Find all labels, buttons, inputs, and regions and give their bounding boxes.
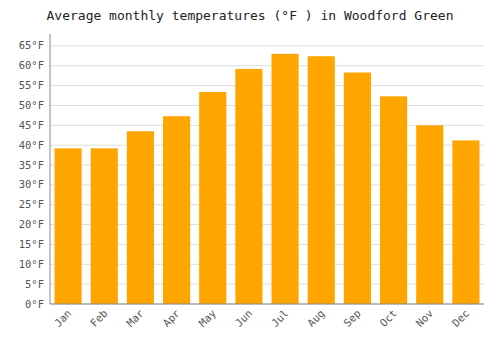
y-tick-label: 25°F	[19, 198, 44, 210]
bar	[272, 54, 299, 304]
bars	[55, 54, 480, 304]
grid-line	[50, 45, 484, 46]
y-tick-label: 65°F	[19, 39, 44, 51]
grid-line	[50, 105, 484, 106]
y-tick-label: 15°F	[19, 238, 44, 250]
bar	[308, 56, 335, 304]
bar	[55, 148, 82, 304]
bar	[91, 148, 118, 304]
x-tick-label: May	[196, 307, 218, 329]
bar	[380, 96, 407, 304]
chart-container: Average monthly temperatures (°F ) in Wo…	[0, 0, 500, 350]
y-tick-label: 5°F	[25, 278, 44, 290]
bar	[199, 92, 226, 304]
x-tick-label: Jul	[269, 307, 291, 329]
y-grid	[50, 46, 484, 304]
x-tick-label: Apr	[160, 307, 182, 329]
y-tick-label: 60°F	[19, 59, 44, 71]
x-tick-label: Nov	[413, 307, 435, 329]
bar	[235, 69, 262, 304]
bar	[344, 73, 371, 304]
y-tick-label: 40°F	[19, 139, 44, 151]
y-tick-label: 10°F	[19, 258, 44, 270]
bar	[416, 125, 443, 304]
y-tick-label: 0°F	[25, 298, 44, 310]
y-axis: 0°F 5°F 10°F 15°F 20°F 25°F 30°F 35°F 40°F 45°F 50…	[19, 34, 50, 310]
x-tick-label: Aug	[305, 307, 327, 329]
y-tick-label: 45°F	[19, 119, 44, 131]
y-tick-label: 50°F	[19, 99, 44, 111]
x-tick-label: Dec	[449, 307, 471, 329]
bar	[127, 131, 154, 304]
x-tick-label: Jan	[52, 307, 74, 329]
y-tick-label: 35°F	[19, 159, 44, 171]
grid-line	[50, 65, 484, 66]
x-axis-line	[50, 304, 484, 305]
y-tick-label: 55°F	[19, 79, 44, 91]
bar	[163, 116, 190, 304]
x-tick-label: Mar	[124, 307, 146, 329]
x-tick-label: Jun	[232, 307, 254, 329]
bar	[452, 140, 479, 304]
x-tick-label: Sep	[341, 307, 363, 329]
y-tick-label: 30°F	[19, 178, 44, 190]
grid-line	[50, 85, 484, 86]
chart-svg: Average monthly temperatures (°F ) in Wo…	[0, 0, 500, 350]
chart-title: Average monthly temperatures (°F ) in Wo…	[47, 8, 454, 23]
x-tick-label: Feb	[88, 307, 110, 329]
y-axis-line	[50, 34, 51, 304]
grid-line	[50, 304, 484, 305]
x-axis: Jan Feb Mar Apr May Jun Jul Aug Sep Oct Nov Dec	[50, 304, 484, 329]
y-tick-label: 20°F	[19, 218, 44, 230]
x-tick-label: Oct	[377, 307, 399, 329]
